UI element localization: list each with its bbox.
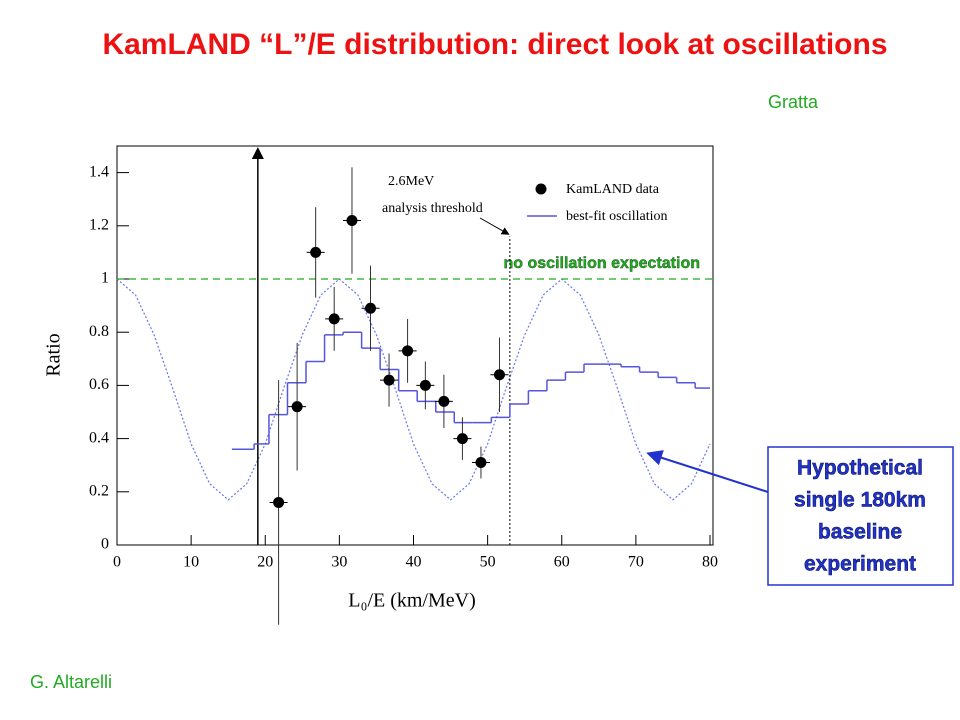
x-tick-label: 80 <box>702 554 718 571</box>
data-point <box>365 302 377 314</box>
y-tick-label: 0.6 <box>89 376 109 393</box>
annotation-text: Hypothetical <box>797 457 923 480</box>
data-point <box>328 313 340 325</box>
x-tick-label: 10 <box>183 554 199 571</box>
threshold-label: analysis threshold <box>382 201 483 216</box>
x-tick-label: 30 <box>331 554 347 571</box>
data-point <box>291 401 303 413</box>
legend-marker <box>535 183 547 195</box>
x-tick-label: 20 <box>257 554 273 571</box>
plot-frame <box>116 145 714 546</box>
data-point <box>438 395 450 407</box>
data-point <box>346 214 358 226</box>
x-tick-label: 60 <box>554 554 570 571</box>
x-axis-label: L₀/E (km/MeV) <box>348 590 476 612</box>
data-point <box>383 374 395 386</box>
data-point <box>402 345 414 357</box>
annotation-box <box>767 446 954 586</box>
y-tick-label: 1.4 <box>89 163 109 180</box>
y-axis-label: Ratio <box>43 333 65 376</box>
data-point <box>456 433 468 445</box>
data-point <box>493 369 505 381</box>
threshold-label: 2.6MeV <box>388 174 434 189</box>
x-tick-label: 40 <box>406 554 422 571</box>
author: G. Altarelli <box>30 672 112 692</box>
slide-title: KamLAND “L”/E distribution: direct look … <box>102 28 887 61</box>
x-tick-label: 70 <box>628 554 644 571</box>
data-point <box>273 496 285 508</box>
no-oscillation-label: no oscillation expectation <box>504 255 700 272</box>
y-tick-label: 0.4 <box>89 429 109 446</box>
x-tick-label: 0 <box>113 554 121 571</box>
data-point <box>419 379 431 391</box>
threshold-arrow <box>479 217 510 235</box>
y-tick-label: 0.8 <box>89 323 109 340</box>
y-tick-label: 1 <box>101 270 109 287</box>
y-tick-label: 1.2 <box>89 216 109 233</box>
annotation-text: baseline <box>818 521 902 544</box>
annotation-text: single 180km <box>794 489 926 512</box>
data-point <box>310 246 322 258</box>
y-tick-label: 0 <box>101 536 109 553</box>
y-tick-label: 0.2 <box>89 482 109 499</box>
credit: Gratta <box>768 92 819 112</box>
x-tick-label: 50 <box>480 554 496 571</box>
annotation-arrow <box>646 450 769 493</box>
data-point <box>475 457 487 469</box>
annotation-text: experiment <box>804 553 916 576</box>
legend-label: best-fit oscillation <box>566 209 667 224</box>
hypothetical-curve <box>116 278 711 501</box>
legend-label: KamLAND data <box>566 182 660 197</box>
